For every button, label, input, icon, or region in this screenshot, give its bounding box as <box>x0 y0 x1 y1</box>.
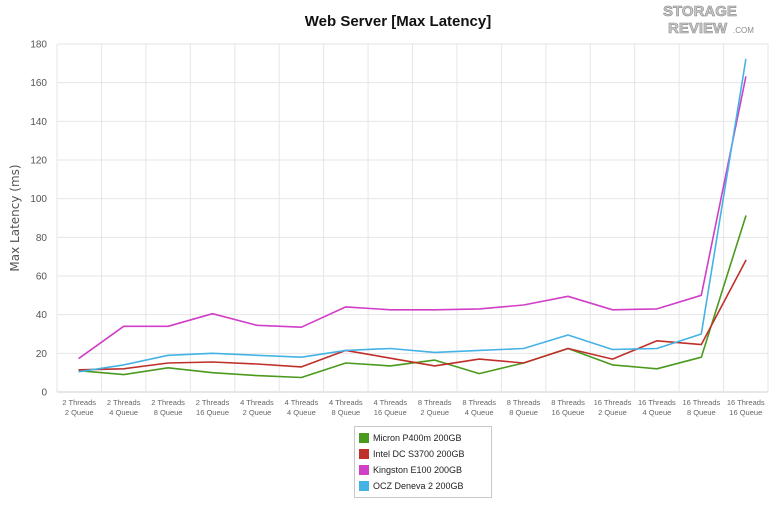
y-tick-label: 180 <box>30 40 47 51</box>
logo-line2: REVIEW <box>668 20 728 37</box>
x-tick-label: 16 Threads 2 Queue <box>594 398 632 417</box>
series-line-2 <box>78 259 747 371</box>
x-tick-label-line: 4 Threads <box>373 398 407 407</box>
x-tick-label: 2 Threads 4 Queue <box>107 398 141 417</box>
legend-swatch <box>359 465 369 475</box>
x-tick-label-line: 8 Threads <box>507 398 541 407</box>
x-tick-label-line: 16 Threads <box>594 398 632 407</box>
y-tick-label: 20 <box>36 349 48 360</box>
legend-swatch <box>359 449 369 459</box>
x-tick-label: 8 Threads 4 Queue <box>462 398 496 417</box>
x-tick-label-line: 8 Threads <box>418 398 452 407</box>
legend-label: OCZ Deneva 2 200GB <box>373 481 464 491</box>
y-tick-label: 140 <box>30 117 47 128</box>
x-tick-label-line: 8 Threads <box>551 398 585 407</box>
x-tick-label-line: 4 Threads <box>240 398 274 407</box>
series-line-1 <box>78 215 747 379</box>
x-tick-label-line: 16 Threads <box>727 398 765 407</box>
legend-item: Intel DC S3700 200GB <box>359 446 487 462</box>
legend-label: Intel DC S3700 200GB <box>373 449 465 459</box>
y-axis-label: Max Latency (ms) <box>8 164 22 271</box>
x-tick-label-line: 4 Queue <box>643 408 672 417</box>
legend-item: Kingston E100 200GB <box>359 462 487 478</box>
y-axis-ticks: 0 20 40 60 80 100 120 140 160 180 <box>30 40 47 399</box>
x-tick-label: 2 Threads 16 Queue <box>196 398 230 417</box>
x-tick-label-line: 8 Queue <box>154 408 183 417</box>
series-lines <box>78 58 747 379</box>
series-line-4 <box>78 58 747 373</box>
legend-swatch <box>359 481 369 491</box>
x-tick-label-line: 16 Queue <box>196 408 229 417</box>
legend-label: Micron P400m 200GB <box>373 433 462 443</box>
x-tick-label-line: 2 Queue <box>65 408 94 417</box>
x-tick-label-line: 2 Threads <box>151 398 185 407</box>
x-tick-label-line: 2 Queue <box>420 408 449 417</box>
y-tick-label: 100 <box>30 194 47 205</box>
x-tick-label-line: 2 Threads <box>196 398 230 407</box>
x-tick-label: 4 Threads 16 Queue <box>373 398 407 417</box>
x-tick-label-line: 16 Queue <box>552 408 585 417</box>
x-tick-label-line: 2 Queue <box>598 408 627 417</box>
x-tick-label-line: 8 Queue <box>331 408 360 417</box>
legend-item: OCZ Deneva 2 200GB <box>359 478 487 494</box>
y-tick-label: 120 <box>30 156 47 167</box>
x-tick-label-line: 16 Queue <box>729 408 762 417</box>
x-tick-label-line: 16 Threads <box>682 398 720 407</box>
x-tick-label-line: 4 Threads <box>285 398 319 407</box>
x-tick-label: 4 Threads 2 Queue <box>240 398 274 417</box>
storagereview-logo: STORAGE REVIEW .COM <box>663 3 755 38</box>
x-tick-label-line: 4 Queue <box>109 408 138 417</box>
x-tick-label: 4 Threads 4 Queue <box>285 398 319 417</box>
logo-suffix: .COM <box>733 26 754 35</box>
x-tick-label-line: 16 Threads <box>638 398 676 407</box>
legend-item: Micron P400m 200GB <box>359 430 487 446</box>
y-tick-label: 0 <box>41 388 47 399</box>
x-tick-label-line: 4 Queue <box>465 408 494 417</box>
chart-legend: Micron P400m 200GB Intel DC S3700 200GB Ki… <box>354 426 492 498</box>
x-tick-label: 4 Threads 8 Queue <box>329 398 363 417</box>
x-tick-label-line: 8 Threads <box>462 398 496 407</box>
x-tick-label-line: 8 Queue <box>687 408 716 417</box>
y-tick-label: 160 <box>30 78 47 89</box>
x-tick-label: 2 Threads 8 Queue <box>151 398 185 417</box>
legend-swatch <box>359 433 369 443</box>
x-tick-label: 16 Threads 8 Queue <box>682 398 720 417</box>
grid <box>56 43 769 393</box>
chart-title: Web Server [Max Latency] <box>305 13 491 30</box>
x-tick-label: 2 Threads 2 Queue <box>62 398 96 417</box>
y-tick-label: 60 <box>36 272 48 283</box>
x-tick-label-line: 8 Queue <box>509 408 538 417</box>
x-tick-label: 8 Threads 16 Queue <box>551 398 585 417</box>
x-tick-label-line: 16 Queue <box>374 408 407 417</box>
logo-line1: STORAGE <box>663 3 737 20</box>
legend-label: Kingston E100 200GB <box>373 465 463 475</box>
x-tick-label-line: 4 Queue <box>287 408 316 417</box>
x-tick-label-line: 2 Queue <box>243 408 272 417</box>
x-tick-label: 16 Threads 4 Queue <box>638 398 676 417</box>
x-tick-label: 8 Threads 8 Queue <box>507 398 541 417</box>
x-tick-label: 8 Threads 2 Queue <box>418 398 452 417</box>
x-tick-label: 16 Threads 16 Queue <box>727 398 765 417</box>
x-tick-label-line: 2 Threads <box>107 398 141 407</box>
y-tick-label: 40 <box>36 310 48 321</box>
series-line-3 <box>78 76 747 360</box>
x-tick-label-line: 2 Threads <box>62 398 96 407</box>
y-tick-label: 80 <box>36 233 48 244</box>
x-tick-label-line: 4 Threads <box>329 398 363 407</box>
